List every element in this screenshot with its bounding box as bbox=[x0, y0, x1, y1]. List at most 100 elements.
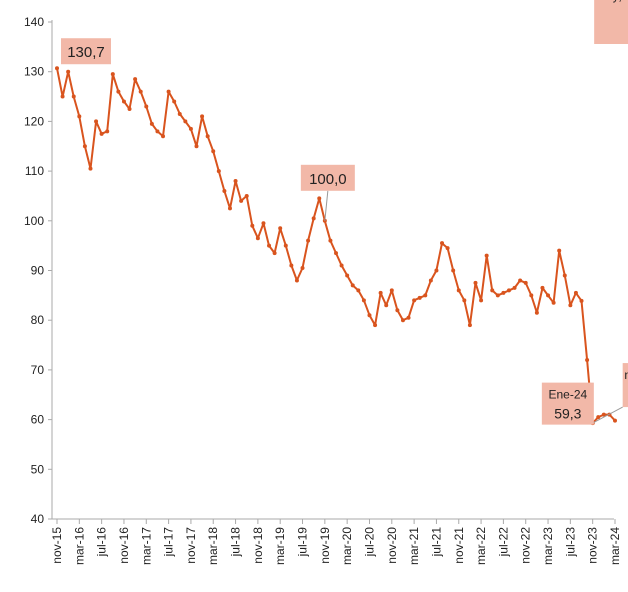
data-point bbox=[361, 298, 366, 303]
data-point bbox=[568, 303, 573, 308]
data-point bbox=[384, 303, 389, 308]
data-point bbox=[66, 69, 71, 74]
series-line bbox=[56, 68, 616, 425]
data-point bbox=[278, 226, 283, 231]
x-tick-label: nov-20 bbox=[385, 527, 399, 564]
data-point bbox=[339, 263, 344, 268]
data-point bbox=[495, 293, 500, 298]
annotation-value: 59,8 bbox=[603, 0, 628, 3]
data-point bbox=[523, 280, 528, 285]
series-layer bbox=[55, 66, 617, 426]
data-point bbox=[317, 196, 322, 201]
data-point bbox=[601, 412, 606, 417]
data-point bbox=[99, 131, 104, 136]
data-point bbox=[501, 290, 506, 295]
x-tick-label: nov-23 bbox=[586, 527, 600, 564]
data-point bbox=[121, 99, 126, 104]
data-point bbox=[188, 126, 193, 131]
x-tick-label: nov-18 bbox=[251, 527, 265, 564]
data-point bbox=[440, 241, 445, 246]
data-point bbox=[518, 278, 523, 283]
data-point bbox=[328, 238, 333, 243]
x-tick-label: mar-19 bbox=[273, 527, 287, 565]
x-tick-label: jul-19 bbox=[296, 527, 310, 558]
annotation-leader bbox=[324, 190, 329, 221]
x-tick-label: nov-16 bbox=[117, 527, 131, 564]
y-tick-label: 60 bbox=[31, 413, 45, 427]
data-point bbox=[294, 278, 299, 283]
data-point bbox=[200, 114, 205, 119]
y-tick-label: 90 bbox=[31, 264, 45, 278]
data-point bbox=[144, 104, 149, 109]
x-tick-label: nov-15 bbox=[50, 527, 64, 564]
annotation-label: nov-23 bbox=[624, 368, 628, 382]
data-point bbox=[473, 280, 478, 285]
data-point bbox=[479, 298, 484, 303]
x-axis: nov-15 mar-16 jul-16 nov-16 mar-17 jul-17 nov-… bbox=[50, 518, 622, 565]
data-point bbox=[71, 94, 76, 99]
x-tick-label: mar-23 bbox=[541, 527, 555, 565]
data-point bbox=[451, 268, 456, 273]
x-tick-label: mar-18 bbox=[206, 527, 220, 565]
y-tick-label: 100 bbox=[24, 214, 44, 228]
data-point bbox=[356, 288, 361, 293]
annotation-leader bbox=[592, 406, 623, 424]
data-point bbox=[585, 357, 590, 362]
data-point bbox=[127, 106, 132, 111]
y-tick-label: 40 bbox=[31, 512, 45, 526]
data-point bbox=[239, 198, 244, 203]
data-point bbox=[133, 77, 138, 82]
data-point bbox=[534, 310, 539, 315]
x-tick-label: mar-22 bbox=[474, 527, 488, 565]
y-tick-label: 110 bbox=[25, 164, 44, 178]
x-tick-label: mar-21 bbox=[407, 527, 421, 565]
data-point bbox=[110, 72, 115, 77]
data-point bbox=[378, 290, 383, 295]
data-point bbox=[161, 134, 166, 139]
data-point bbox=[445, 246, 450, 251]
x-tick-label: mar-16 bbox=[72, 527, 86, 565]
data-point bbox=[484, 253, 489, 258]
data-point bbox=[557, 248, 562, 253]
x-tick-label: jul-20 bbox=[362, 527, 376, 558]
data-point bbox=[194, 144, 199, 149]
annotation-box bbox=[541, 382, 594, 425]
data-point bbox=[227, 206, 232, 211]
annotation-label: may-24 bbox=[596, 0, 628, 3]
data-point bbox=[255, 236, 260, 241]
x-tick-label: nov-21 bbox=[452, 527, 466, 564]
data-point bbox=[138, 89, 143, 94]
data-point bbox=[116, 89, 121, 94]
data-point bbox=[216, 169, 221, 174]
data-point bbox=[423, 293, 428, 298]
data-point bbox=[512, 285, 517, 290]
data-point bbox=[166, 89, 171, 94]
x-tick-label: nov-17 bbox=[184, 527, 198, 564]
y-tick-label: 120 bbox=[24, 114, 44, 128]
data-point bbox=[205, 134, 210, 139]
data-point bbox=[244, 193, 249, 198]
data-point bbox=[222, 188, 227, 193]
data-point bbox=[406, 315, 411, 320]
data-point bbox=[573, 290, 578, 295]
x-tick-label: jul-21 bbox=[429, 527, 443, 558]
data-point bbox=[373, 323, 378, 328]
data-point bbox=[412, 298, 417, 303]
data-point bbox=[434, 268, 439, 273]
x-tick-label: mar-17 bbox=[139, 527, 153, 565]
x-tick-label: jul-23 bbox=[563, 527, 577, 558]
annotation-box bbox=[61, 38, 111, 65]
data-point bbox=[289, 263, 294, 268]
x-tick-label: jul-18 bbox=[229, 527, 243, 558]
data-point bbox=[417, 295, 422, 300]
data-point bbox=[546, 293, 551, 298]
data-point bbox=[540, 285, 545, 290]
y-tick-label: 80 bbox=[31, 313, 45, 327]
data-point bbox=[172, 99, 177, 104]
data-point bbox=[272, 251, 277, 256]
data-point bbox=[350, 283, 355, 288]
data-point bbox=[467, 323, 472, 328]
y-tick-label: 70 bbox=[31, 363, 45, 377]
data-point bbox=[334, 251, 338, 256]
